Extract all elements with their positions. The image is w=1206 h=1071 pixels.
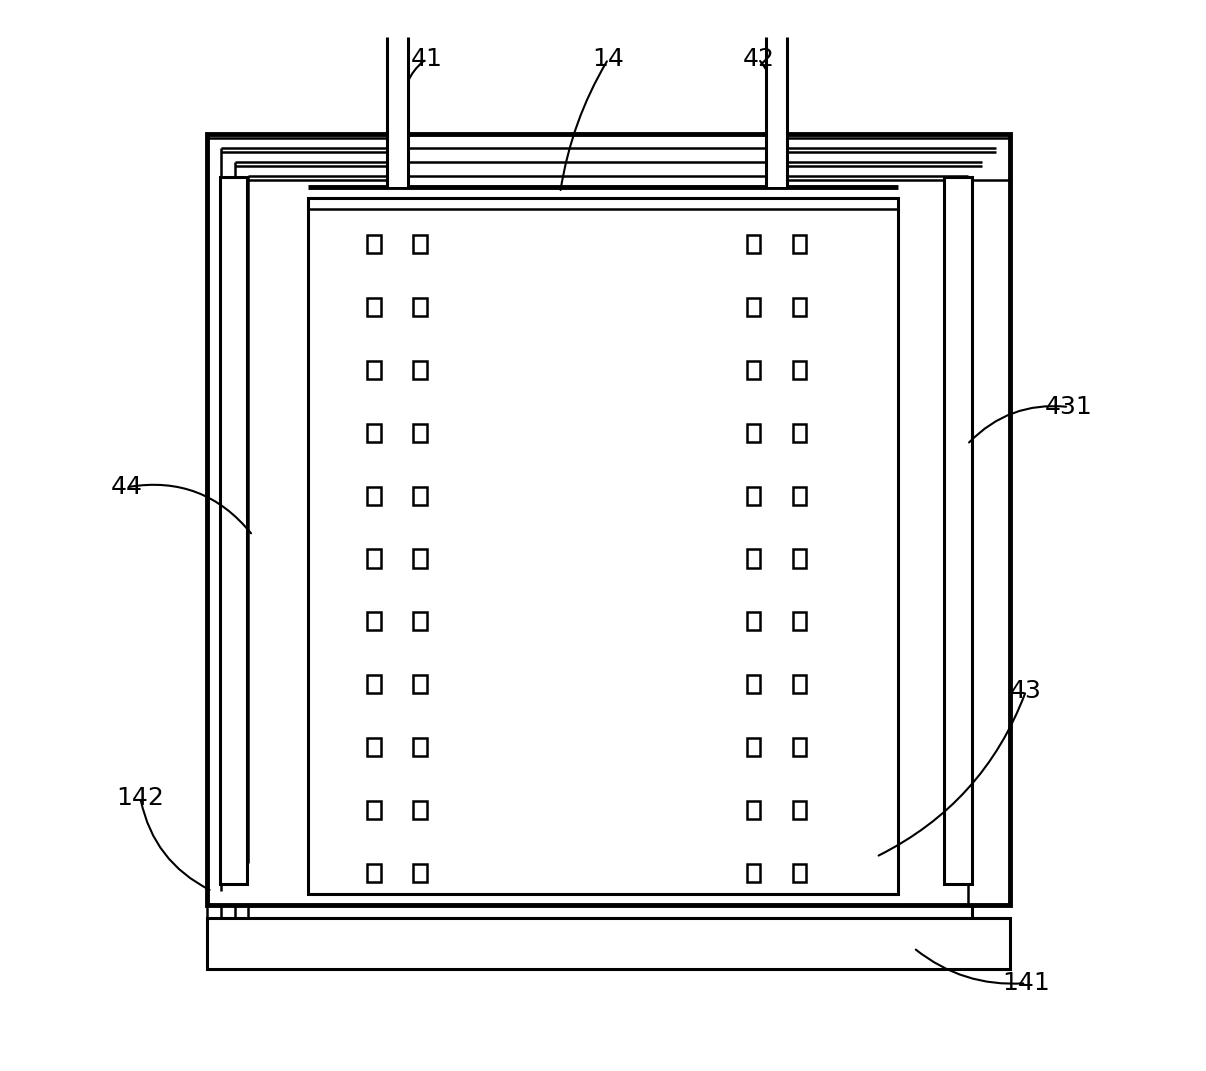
Bar	[747, 424, 761, 442]
Bar	[792, 613, 807, 631]
Bar	[766, 37, 788, 187]
Bar	[747, 486, 761, 504]
Bar	[792, 549, 807, 568]
Bar	[792, 424, 807, 442]
Text: 142: 142	[117, 786, 164, 810]
Bar	[414, 675, 427, 693]
Bar	[414, 613, 427, 631]
Bar	[368, 486, 381, 504]
Bar	[309, 198, 897, 894]
Bar	[368, 863, 381, 881]
Bar	[414, 235, 427, 253]
Bar	[387, 37, 408, 187]
Bar	[747, 613, 761, 631]
Text: 44: 44	[111, 476, 142, 499]
Bar	[206, 134, 1009, 905]
Bar	[368, 361, 381, 379]
Bar	[414, 361, 427, 379]
Text: 41: 41	[410, 47, 443, 71]
Bar	[414, 424, 427, 442]
Bar	[792, 738, 807, 756]
Text: 43: 43	[1011, 679, 1042, 703]
Bar	[792, 486, 807, 504]
Bar	[792, 298, 807, 316]
Bar	[368, 298, 381, 316]
Bar	[368, 738, 381, 756]
Bar	[414, 298, 427, 316]
Text: 141: 141	[1002, 971, 1050, 995]
Bar	[792, 361, 807, 379]
Bar	[747, 675, 761, 693]
Text: 14: 14	[592, 47, 625, 71]
Bar	[368, 801, 381, 819]
Bar	[747, 738, 761, 756]
Text: 42: 42	[743, 47, 774, 71]
Bar	[747, 361, 761, 379]
Bar	[368, 235, 381, 253]
Bar	[747, 801, 761, 819]
Bar	[206, 918, 1009, 969]
Bar	[414, 801, 427, 819]
Bar	[368, 613, 381, 631]
Bar	[792, 863, 807, 881]
Bar	[747, 235, 761, 253]
Bar	[368, 549, 381, 568]
Bar	[747, 549, 761, 568]
Bar	[414, 486, 427, 504]
Bar	[747, 863, 761, 881]
Text: 431: 431	[1046, 395, 1093, 419]
Bar	[414, 863, 427, 881]
Bar	[368, 675, 381, 693]
Bar	[219, 177, 247, 884]
Bar	[414, 738, 427, 756]
Bar	[792, 675, 807, 693]
Bar	[792, 801, 807, 819]
Bar	[747, 298, 761, 316]
Bar	[368, 424, 381, 442]
Bar	[792, 235, 807, 253]
Bar	[943, 177, 972, 884]
Bar	[414, 549, 427, 568]
